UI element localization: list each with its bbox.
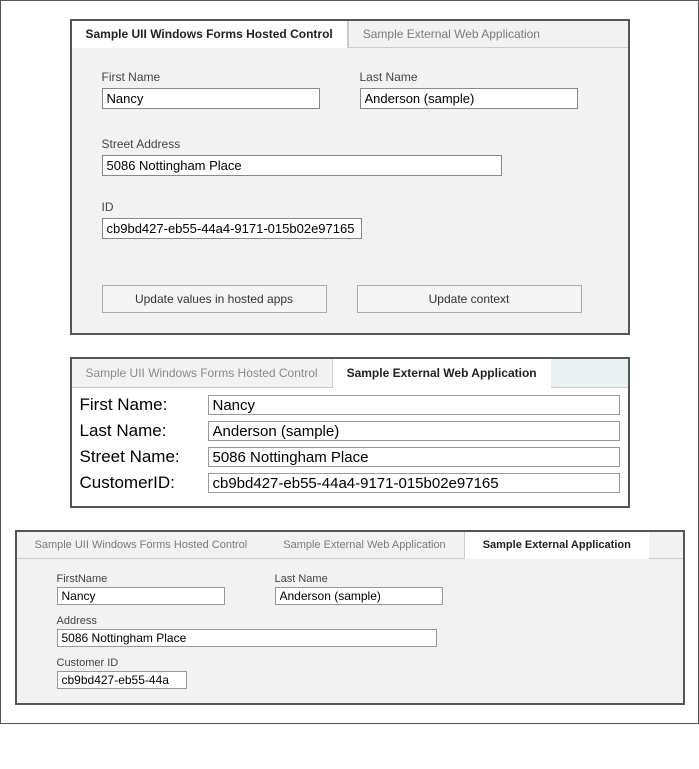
panel-body: First Name: Last Name: Street Name: Cust… xyxy=(72,388,628,506)
last-name-label: Last Name: xyxy=(80,421,208,441)
panel-body: FirstName Last Name Address Customer ID xyxy=(17,559,683,703)
update-hosted-apps-button[interactable]: Update values in hosted apps xyxy=(102,285,327,313)
customer-id-label: Customer ID xyxy=(57,657,643,669)
last-name-label: Last Name xyxy=(360,70,578,84)
customer-id-input[interactable] xyxy=(208,473,620,493)
address-input[interactable] xyxy=(57,629,437,647)
id-input[interactable] xyxy=(102,218,362,239)
tab-bar: Sample UII Windows Forms Hosted Control … xyxy=(72,359,628,388)
customer-id-input[interactable] xyxy=(57,671,187,689)
tab-hosted-control[interactable]: Sample UII Windows Forms Hosted Control xyxy=(72,21,348,48)
tab-hosted-control[interactable]: Sample UII Windows Forms Hosted Control xyxy=(17,532,266,559)
last-name-input[interactable] xyxy=(208,421,620,441)
tab-external-app[interactable]: Sample External Application xyxy=(464,532,649,559)
tab-external-web[interactable]: Sample External Web Application xyxy=(265,532,463,559)
tab-filler xyxy=(551,359,628,388)
update-context-button[interactable]: Update context xyxy=(357,285,582,313)
last-name-input[interactable] xyxy=(275,587,443,605)
first-name-input[interactable] xyxy=(208,395,620,415)
external-web-panel: Sample UII Windows Forms Hosted Control … xyxy=(70,357,630,508)
customer-id-label: CustomerID: xyxy=(80,473,208,493)
street-name-input[interactable] xyxy=(208,447,620,467)
panel-body: First Name Last Name Street Address ID U… xyxy=(72,48,628,333)
tab-filler xyxy=(649,532,683,559)
first-name-input[interactable] xyxy=(102,88,320,109)
first-name-label: FirstName xyxy=(57,573,225,585)
id-label: ID xyxy=(102,200,598,214)
tab-filler xyxy=(554,21,628,48)
tab-bar: Sample UII Windows Forms Hosted Control … xyxy=(72,21,628,48)
last-name-label: Last Name xyxy=(275,573,443,585)
tab-external-web[interactable]: Sample External Web Application xyxy=(348,21,554,48)
first-name-label: First Name xyxy=(102,70,320,84)
street-input[interactable] xyxy=(102,155,502,176)
hosted-control-panel: Sample UII Windows Forms Hosted Control … xyxy=(70,19,630,335)
first-name-input[interactable] xyxy=(57,587,225,605)
tab-bar: Sample UII Windows Forms Hosted Control … xyxy=(17,532,683,559)
street-name-label: Street Name: xyxy=(80,447,208,467)
street-label: Street Address xyxy=(102,137,598,151)
first-name-label: First Name: xyxy=(80,395,208,415)
tab-external-web[interactable]: Sample External Web Application xyxy=(332,359,551,388)
tab-hosted-control[interactable]: Sample UII Windows Forms Hosted Control xyxy=(72,359,332,388)
external-app-panel: Sample UII Windows Forms Hosted Control … xyxy=(15,530,685,705)
last-name-input[interactable] xyxy=(360,88,578,109)
address-label: Address xyxy=(57,615,643,627)
